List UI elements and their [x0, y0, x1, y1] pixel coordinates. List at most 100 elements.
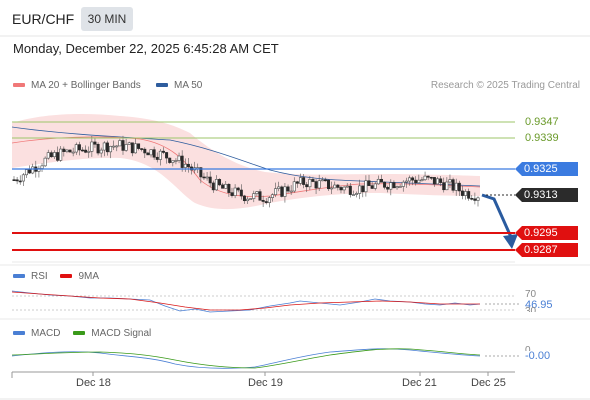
candle-body [246, 198, 250, 202]
candle-body [327, 179, 331, 190]
candle-body [149, 149, 153, 156]
macd-value: -0.00 [525, 350, 551, 362]
candle-body [199, 167, 203, 178]
candle-body [355, 193, 359, 195]
candle-body [473, 198, 477, 201]
candle-body [401, 181, 405, 187]
candle-body [180, 155, 184, 168]
candle-body [81, 149, 85, 152]
candle-body [99, 149, 103, 154]
x-label-dec18: Dec 18 [76, 377, 111, 389]
candle-body [320, 179, 324, 182]
macd-line [11, 348, 481, 369]
legend-ma50: MA 50 [156, 80, 202, 91]
candle-body [71, 151, 75, 154]
x-label-dec21: Dec 21 [402, 377, 437, 389]
candle-body [21, 174, 25, 182]
candle-body [93, 141, 97, 145]
candle-body [386, 186, 390, 190]
candle-body [398, 186, 402, 188]
ma20-swatch [13, 83, 25, 88]
candle-body [158, 150, 162, 160]
candle-body [367, 180, 371, 186]
candle-body [68, 149, 72, 153]
candle-body [87, 151, 91, 153]
candle-body [445, 181, 449, 191]
candle-body [137, 143, 141, 149]
candle-body [292, 181, 296, 192]
candle-body [12, 179, 16, 181]
candle-body [230, 192, 234, 196]
candle-body [146, 152, 150, 156]
candle-body [267, 197, 271, 203]
candle-body [379, 178, 383, 183]
candle-body [177, 155, 181, 161]
candle-body [218, 179, 222, 186]
candle-body [24, 169, 28, 176]
candle-body [115, 145, 119, 148]
candle-body [277, 186, 281, 189]
candle-body [52, 152, 56, 158]
candle-body [227, 183, 231, 193]
candle-body [270, 194, 274, 198]
pivot-tag: 0.9325 [515, 162, 578, 176]
candle-body [286, 186, 290, 192]
candle-body [174, 160, 178, 162]
candle-body [133, 143, 137, 154]
candle-body [330, 187, 334, 190]
candle-body [211, 182, 215, 191]
candle-body [470, 198, 474, 200]
candle-body [62, 148, 66, 152]
ma50-swatch [156, 83, 168, 88]
candle-body [171, 160, 175, 163]
candle-body [118, 140, 122, 147]
candle-body [183, 163, 187, 168]
rsi-tick-30: 30 [525, 306, 537, 312]
rsi-9ma-swatch [60, 274, 73, 279]
candle-body [460, 190, 464, 196]
candle-body [59, 148, 63, 161]
candle-body [18, 180, 22, 183]
candle-body [432, 177, 436, 185]
candle-body [339, 187, 343, 191]
candle-body [451, 179, 455, 191]
candle-body [404, 180, 408, 183]
macd-tick-0: 0 [525, 345, 531, 351]
candle-body [464, 191, 468, 196]
last-price-tag: 0.9313 [515, 188, 578, 202]
candle-body [224, 183, 228, 189]
timeframe-button[interactable]: 30 MIN [81, 7, 133, 31]
candle-body [358, 185, 362, 194]
candle-body [77, 144, 81, 151]
candle-body [298, 177, 302, 184]
candle-body [467, 191, 471, 199]
candle-body [361, 185, 365, 193]
candle-body [65, 149, 69, 152]
rsi-line [11, 290, 481, 313]
candle-body [28, 169, 32, 174]
candle-body [311, 179, 315, 182]
candle-body [426, 175, 430, 178]
rsi-tick-70: 70 [525, 289, 537, 300]
target-label-0.9347: 0.9347 [525, 116, 559, 128]
candle-body [348, 185, 352, 195]
candle-body [429, 176, 433, 179]
candle-body [323, 179, 327, 182]
macd-signal-label: MACD Signal [91, 328, 152, 339]
candle-body [121, 140, 125, 151]
research-credit: Research © 2025 Trading Central [430, 80, 580, 91]
candle-body [392, 182, 396, 189]
forecast-arrow [481, 193, 513, 238]
candle-body [364, 180, 368, 193]
rsi-swatch [13, 274, 25, 279]
candle-body [264, 201, 268, 203]
rsi-legend-label: RSI [31, 271, 48, 282]
forecast-arrow-head [503, 234, 518, 249]
candle-body [261, 199, 265, 202]
candle-body [236, 187, 240, 191]
candle-body [214, 179, 218, 191]
candle-body [43, 157, 47, 167]
currency-pair-title: EUR/CHF [12, 11, 75, 27]
candle-body [208, 176, 212, 184]
candle-body [411, 177, 415, 181]
